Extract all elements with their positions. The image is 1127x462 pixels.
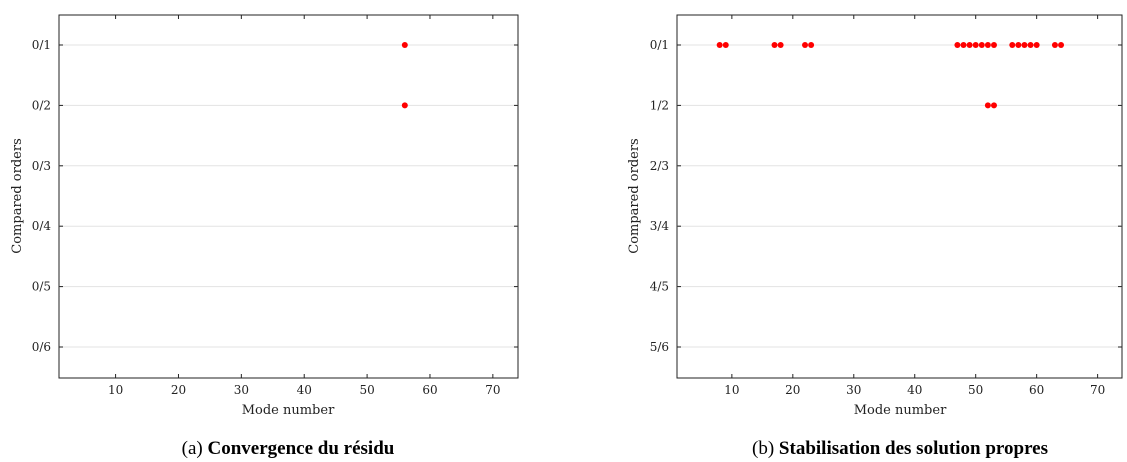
x-tick-label: 60 <box>1029 383 1044 397</box>
data-point <box>990 42 997 48</box>
y-tick-label: 0/2 <box>32 98 51 112</box>
x-ticks-a: 10 20 30 40 50 60 70 <box>108 15 500 397</box>
x-tick-label: 20 <box>785 383 800 397</box>
panel-b: 0/1 1/2 2/3 3/4 4/5 5/6 10 20 30 40 50 60 70 Mode n… <box>627 14 1123 459</box>
data-point <box>802 42 809 48</box>
x-tick-label: 20 <box>171 383 186 397</box>
data-point <box>808 42 815 48</box>
data-point <box>954 42 961 48</box>
data-point <box>401 102 408 109</box>
caption-a-title: Convergence du résidu <box>208 438 395 459</box>
x-ticks-b: 10 20 30 40 50 60 70 <box>724 15 1105 397</box>
data-point <box>1009 42 1016 48</box>
x-tick-label: 50 <box>359 383 374 397</box>
y-tick-label: 0/6 <box>32 340 51 354</box>
data-point <box>972 42 979 48</box>
data-point <box>984 42 991 48</box>
data-point <box>1051 42 1058 48</box>
data-point <box>1033 42 1040 48</box>
data-point <box>1058 42 1065 48</box>
panel-a: 0/1 0/2 0/3 0/4 0/5 0/6 10 20 30 40 50 60 70 Mode n… <box>10 14 519 459</box>
x-tick-label: 10 <box>724 383 739 397</box>
y-tick-label: 2/3 <box>650 159 669 173</box>
y-tick-label: 0/3 <box>32 159 51 173</box>
points-a <box>401 42 408 109</box>
caption-b-title: Stabilisation des solution propres <box>779 438 1048 459</box>
caption-b: (b) Stabilisation des solution propres <box>752 438 1048 459</box>
y-axis-label-b: Compared orders <box>627 138 642 253</box>
data-point <box>1015 42 1022 48</box>
data-point <box>984 102 991 109</box>
y-ticks-b: 0/1 1/2 2/3 3/4 4/5 5/6 <box>650 38 1122 354</box>
data-point <box>1027 42 1034 48</box>
x-tick-label: 50 <box>968 383 983 397</box>
data-point <box>722 42 729 48</box>
grid-b <box>677 44 1122 348</box>
points-b <box>716 42 1065 109</box>
y-axis-label-a: Compared orders <box>10 138 25 253</box>
x-tick-label: 70 <box>1090 383 1105 397</box>
y-tick-label: 0/1 <box>32 38 51 52</box>
data-point <box>1021 42 1028 48</box>
grid-a <box>59 44 518 348</box>
y-tick-label: 1/2 <box>650 98 669 112</box>
y-tick-label: 0/4 <box>32 219 52 233</box>
y-tick-label: 3/4 <box>650 219 670 233</box>
y-tick-label: 0/5 <box>32 280 51 294</box>
x-tick-label: 10 <box>108 383 123 397</box>
caption-a: (a) Convergence du résidu <box>182 438 395 459</box>
y-ticks-a: 0/1 0/2 0/3 0/4 0/5 0/6 <box>32 38 518 354</box>
data-point <box>401 42 408 48</box>
y-tick-label: 4/5 <box>650 280 669 294</box>
y-tick-label: 5/6 <box>650 340 669 354</box>
data-point <box>978 42 985 48</box>
plot-frame-b <box>676 14 1123 379</box>
caption-b-prefix: (b) <box>752 438 774 459</box>
caption-a-prefix: (a) <box>182 438 203 459</box>
y-tick-label: 0/1 <box>650 38 669 52</box>
data-point <box>990 102 997 109</box>
x-tick-label: 70 <box>485 383 500 397</box>
x-tick-label: 30 <box>846 383 861 397</box>
x-tick-label: 60 <box>422 383 437 397</box>
data-point <box>716 42 723 48</box>
data-point <box>777 42 784 48</box>
x-tick-label: 40 <box>907 383 922 397</box>
data-point <box>771 42 778 48</box>
data-point <box>960 42 967 48</box>
x-axis-label-b: Mode number <box>854 403 947 418</box>
x-tick-label: 40 <box>297 383 312 397</box>
data-point <box>966 42 973 48</box>
x-axis-label-a: Mode number <box>242 403 335 418</box>
plot-frame-a <box>58 14 519 379</box>
x-tick-label: 30 <box>234 383 249 397</box>
